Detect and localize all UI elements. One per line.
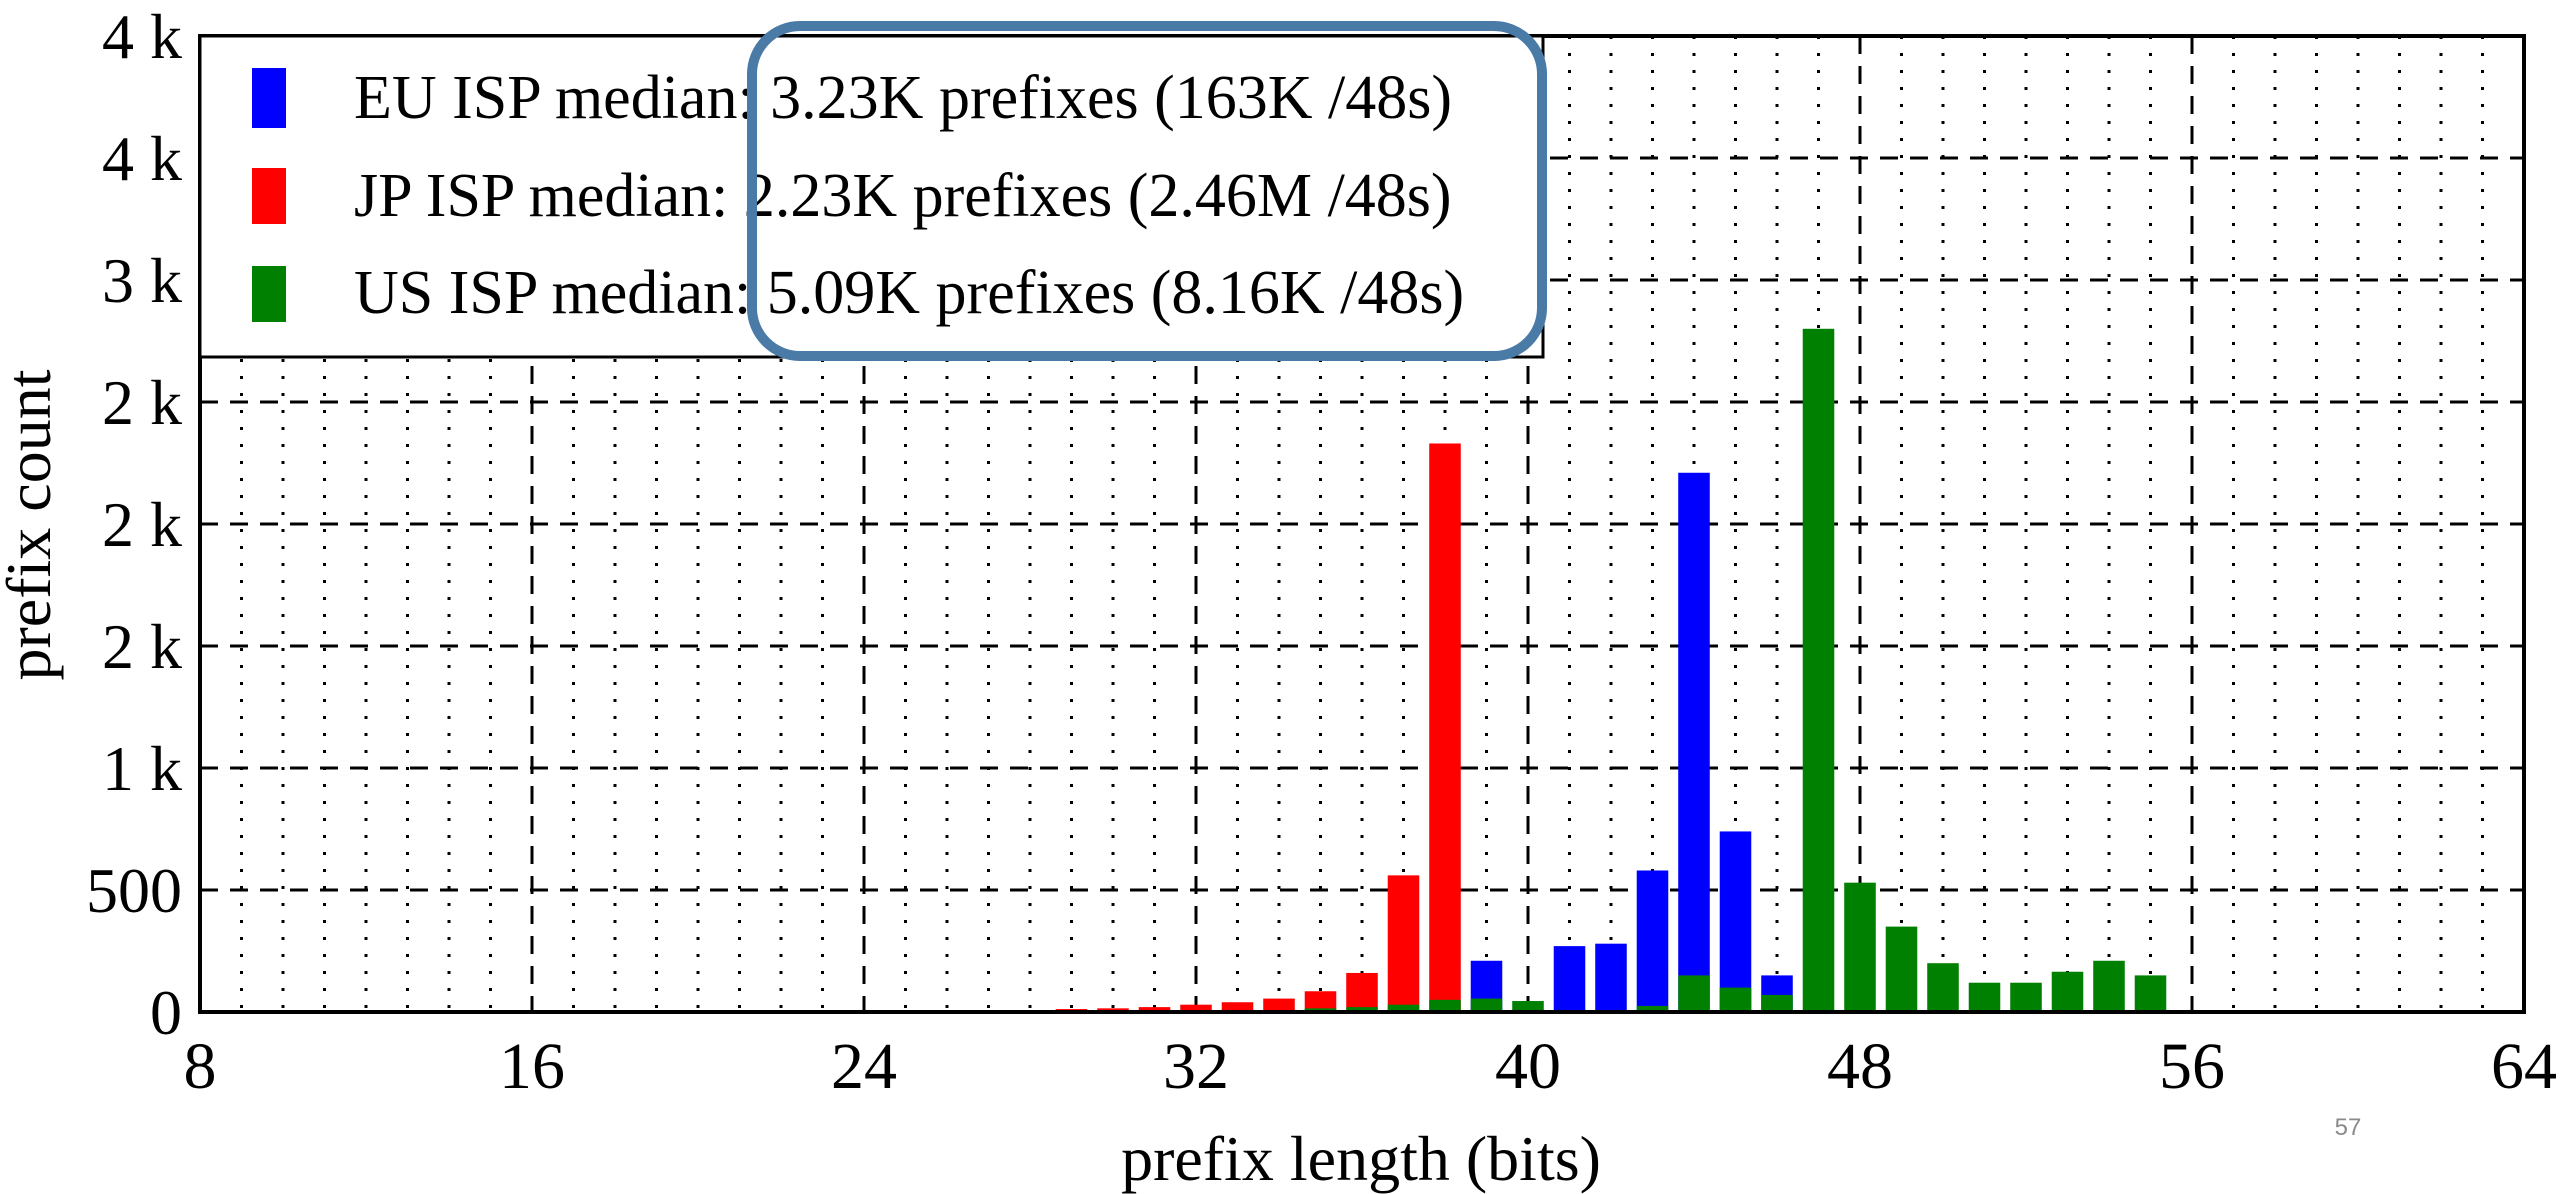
legend-swatch-us	[252, 266, 286, 322]
x-tick-label: 32	[1163, 1030, 1229, 1103]
bar-us-47	[1802, 328, 1835, 1012]
x-tick-label: 64	[2491, 1030, 2557, 1103]
y-tick-label: 4 k	[102, 123, 182, 194]
bar-us-38	[1429, 999, 1461, 1012]
y-tick-label: 0	[150, 977, 182, 1048]
y-tick-label: 4 k	[102, 1, 182, 72]
x-tick-label: 8	[184, 1030, 217, 1103]
bar-us-52	[2010, 982, 2042, 1012]
legend-entry-us: US ISP median: 5.09K prefixes (8.16K /48…	[354, 259, 1464, 327]
x-tick-label: 56	[2159, 1030, 2225, 1103]
y-tick-label: 1 k	[102, 733, 182, 804]
legend-swatch-eu	[252, 68, 286, 128]
y-tick-labels: 0 500 1 k 2 k 2 k 2 k 3 k 4 k 4 k	[86, 1, 182, 1048]
y-tick-label: 2 k	[102, 367, 182, 438]
page-number: 57	[2335, 1114, 2362, 1141]
y-tick-label: 2 k	[102, 489, 182, 560]
legend: EU ISP median: 3.23K prefixes (163K /48s…	[198, 34, 1545, 359]
y-tick-label: 500	[86, 855, 182, 926]
bar-us-50	[1927, 963, 1959, 1012]
bar-jp-36	[1346, 972, 1378, 1012]
x-tick-label: 40	[1495, 1030, 1561, 1103]
y-tick-label: 2 k	[102, 611, 182, 682]
bar-us-53	[2051, 971, 2084, 1012]
bar-us-44	[1678, 975, 1710, 1012]
bar-us-43	[1636, 1005, 1669, 1012]
y-axis-label: prefix count	[0, 369, 64, 680]
bar-us-54	[2093, 960, 2125, 1012]
bar-jp-32	[1180, 1004, 1212, 1012]
legend-entry-eu: EU ISP median: 3.23K prefixes (163K /48s…	[354, 64, 1452, 132]
highlight-annotation-box	[747, 21, 1547, 361]
bar-jp-31	[1138, 1007, 1171, 1012]
bar-us-40	[1512, 1001, 1544, 1012]
x-tick-label: 16	[499, 1030, 565, 1103]
bar-us-37	[1387, 1004, 1420, 1012]
y-tick-label: 3 k	[102, 245, 182, 316]
bar-eu-41	[1553, 946, 1586, 1012]
bar-us-51	[1968, 982, 2001, 1012]
bar-us-48	[1844, 882, 1876, 1012]
bar-us-45	[1719, 987, 1752, 1012]
bar-us-36	[1346, 1007, 1378, 1012]
bar-jp-33	[1221, 1002, 1254, 1012]
bar-jp-35	[1304, 991, 1337, 1012]
bar-eu-42	[1595, 943, 1627, 1012]
bar-eu-44	[1678, 472, 1710, 1012]
x-axis-label: prefix length (bits)	[1121, 1123, 1601, 1194]
bar-us-55	[2134, 975, 2167, 1012]
bar-jp-37	[1387, 875, 1420, 1012]
bar-us-49	[1885, 926, 1918, 1012]
bar-us-46	[1761, 994, 1793, 1012]
bar-eu-43	[1636, 870, 1669, 1012]
bar-us-39	[1470, 998, 1503, 1012]
legend-swatch-jp	[252, 168, 286, 224]
bar-eu-45	[1719, 831, 1752, 1012]
bar-jp-38	[1429, 443, 1461, 1013]
x-tick-labels: 8 16 24 32 40 48 56 64	[184, 1030, 2558, 1103]
bar-jp-34	[1263, 998, 1295, 1012]
x-tick-label: 48	[1827, 1030, 1893, 1103]
legend-entry-jp: JP ISP median: 2.23K prefixes (2.46M /48…	[354, 162, 1452, 230]
x-tick-label: 24	[831, 1030, 897, 1103]
